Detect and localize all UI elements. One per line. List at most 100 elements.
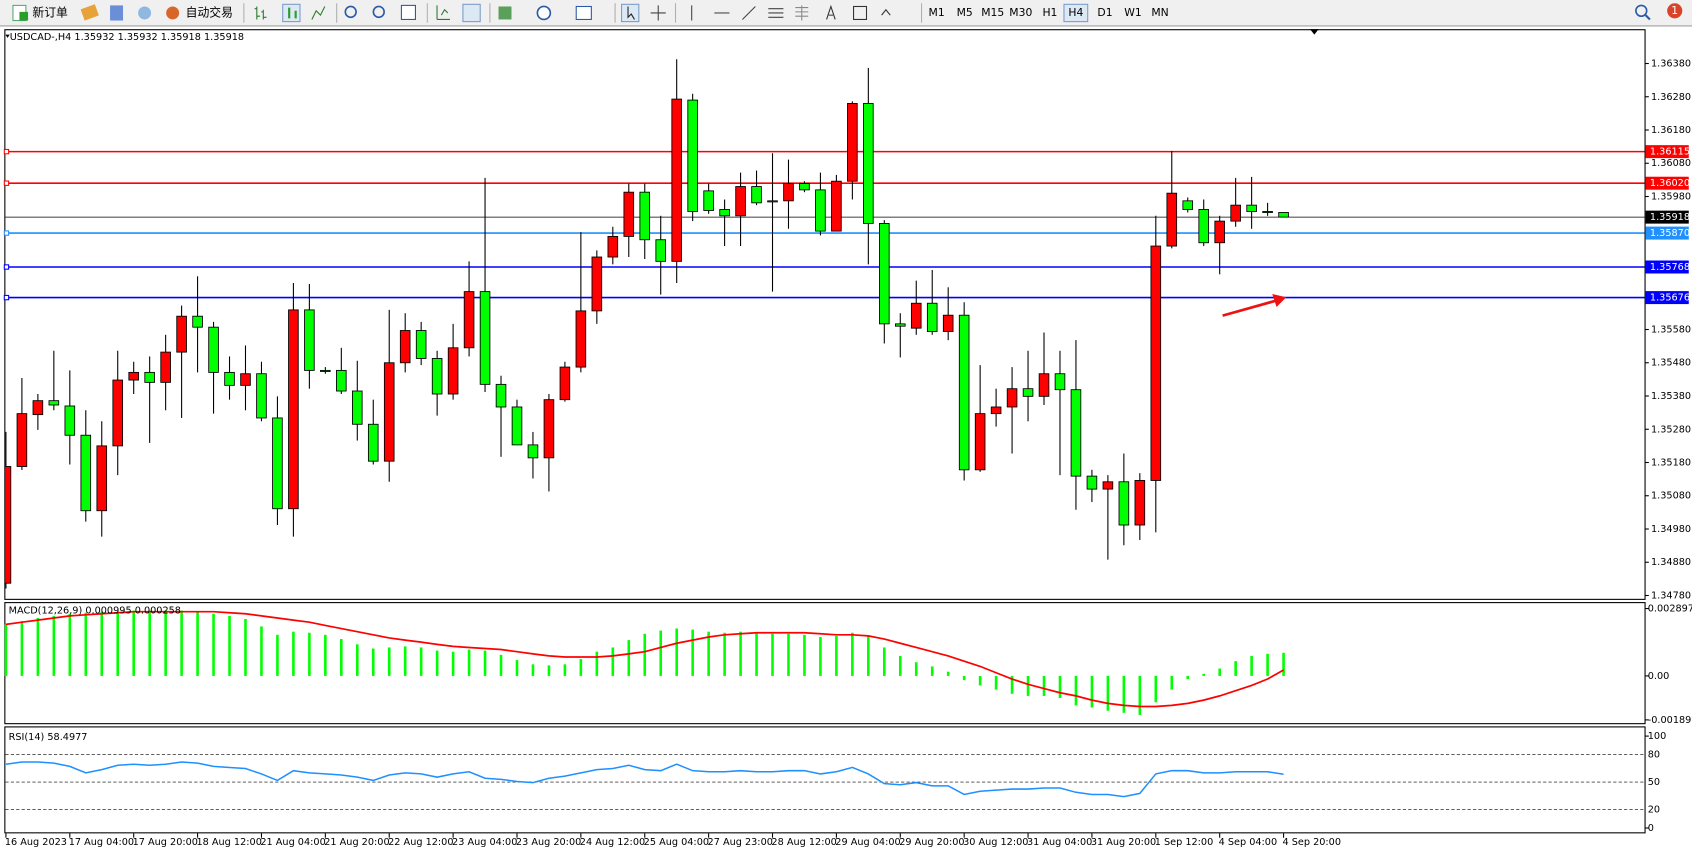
icon — [166, 6, 180, 20]
timeframe-button[interactable]: H1 — [1042, 6, 1057, 19]
x-tick-label: 23 Aug 04:00 — [452, 837, 517, 848]
arrows[interactable] — [881, 8, 891, 16]
zoom-in[interactable] — [344, 5, 357, 19]
auto-trading-button[interactable]: 自动交易 — [166, 5, 233, 19]
macd-bar — [531, 664, 535, 676]
x-tick-label: 30 Aug 12:00 — [963, 837, 1028, 848]
candle-body — [1022, 388, 1034, 397]
macd-bar — [276, 634, 279, 676]
macd-label: MACD(12,26,9) 0.000995 0.000258 — [9, 606, 181, 617]
timeframe-button[interactable]: W1 — [1124, 6, 1142, 19]
timeframe-button[interactable]: H4 — [1068, 6, 1083, 19]
periods[interactable] — [536, 5, 552, 21]
label-tool[interactable] — [853, 5, 868, 20]
candle-body — [863, 102, 874, 224]
indicator-value: 0.000995 — [85, 606, 131, 617]
macd-bar — [1042, 675, 1046, 696]
macd-bar — [355, 644, 359, 676]
annotation-arrow — [1222, 299, 1277, 317]
y-tick-label: 0.002897 — [1648, 604, 1692, 615]
candle-body — [160, 351, 171, 383]
x-tick-label: 27 Aug 23:00 — [708, 837, 773, 848]
macd-bar — [4, 624, 8, 676]
notification-badge[interactable] — [1667, 3, 1683, 19]
candle-body — [288, 309, 299, 510]
timeframe-button[interactable]: M5 — [957, 6, 973, 19]
candle-body — [192, 315, 203, 328]
y-tick-label: 1.34980 — [1651, 524, 1691, 535]
timeframe-button[interactable]: MN — [1151, 6, 1168, 19]
chart-shift[interactable] — [462, 3, 481, 23]
price-label: 1.36020 — [1650, 178, 1690, 189]
macd-bar — [643, 633, 647, 676]
icon-active[interactable] — [282, 3, 301, 23]
y-tick-label: 1.35580 — [1651, 325, 1691, 336]
shift-marker — [1310, 29, 1319, 35]
search — [1644, 14, 1651, 21]
indicators[interactable] — [498, 6, 512, 20]
price-panel-border — [4, 29, 1646, 600]
macd-bar — [723, 632, 726, 676]
search[interactable] — [1635, 4, 1648, 18]
trendline[interactable] — [742, 6, 756, 20]
candle-body — [240, 373, 251, 386]
candle-body — [1038, 373, 1050, 397]
icon[interactable] — [311, 6, 326, 20]
macd-bar — [164, 610, 167, 676]
icon[interactable] — [80, 4, 99, 21]
macd-bar — [451, 651, 455, 676]
auto-scroll[interactable] — [436, 5, 450, 20]
macd-bar — [930, 666, 934, 676]
macd-bar — [803, 634, 806, 676]
candle-body — [559, 366, 571, 401]
fibonacci[interactable] — [795, 5, 809, 21]
icon[interactable] — [138, 6, 152, 20]
timeframe-button[interactable]: M1 — [929, 6, 945, 19]
crosshair[interactable] — [650, 5, 666, 21]
macd-bar — [755, 632, 758, 676]
new-order-button[interactable]: 新订单 — [12, 4, 68, 22]
timeframe-button[interactable]: D1 — [1097, 6, 1112, 19]
header-value: 1.35932 — [118, 32, 158, 43]
y-tick-label: 1.34780 — [1651, 590, 1691, 601]
candle-body — [336, 369, 347, 392]
icon[interactable] — [110, 5, 124, 21]
macd-bar — [148, 610, 151, 676]
macd-bar — [403, 646, 407, 676]
candle-body — [128, 371, 139, 381]
macd-bar — [1154, 675, 1158, 703]
indicator-name: MACD(12,26,9) — [9, 606, 83, 617]
text-tool[interactable] — [826, 4, 836, 20]
y-tick-label: 1.35080 — [1651, 491, 1691, 502]
y-tick-label: 100 — [1648, 731, 1667, 742]
y-tick-label: 1.35280 — [1651, 424, 1691, 435]
candle-body — [910, 302, 922, 329]
x-tick-label: 25 Aug 04:00 — [644, 837, 709, 848]
candle-body — [575, 310, 587, 368]
price-label-bg — [1645, 145, 1689, 159]
tile-windows[interactable] — [400, 4, 416, 20]
candle-body — [383, 362, 395, 462]
candle-body — [671, 98, 682, 262]
candle-body — [527, 444, 539, 459]
rsi-line — [5, 761, 1284, 798]
timeframe-button[interactable]: M15 — [981, 6, 1004, 19]
candle-body — [591, 256, 603, 312]
zoom-out[interactable] — [372, 5, 385, 19]
macd-bar — [36, 617, 40, 676]
candle-body — [80, 434, 92, 512]
cursor[interactable] — [621, 3, 640, 23]
annotation-arrow-head — [1272, 294, 1287, 307]
templates[interactable] — [575, 5, 592, 20]
macd-bar — [244, 619, 247, 676]
macd-bar — [1106, 675, 1110, 711]
icon[interactable] — [254, 6, 267, 20]
candle-body — [543, 399, 555, 459]
macd-bar — [1202, 673, 1206, 676]
candle-body — [511, 406, 523, 446]
toolbar: 新订单 自动交易 — [0, 0, 1692, 27]
timeframe-button[interactable]: M30 — [1009, 6, 1032, 19]
y-tick-label: 1.35480 — [1651, 358, 1691, 369]
channel[interactable] — [768, 8, 784, 18]
macd-bar — [1282, 652, 1285, 676]
